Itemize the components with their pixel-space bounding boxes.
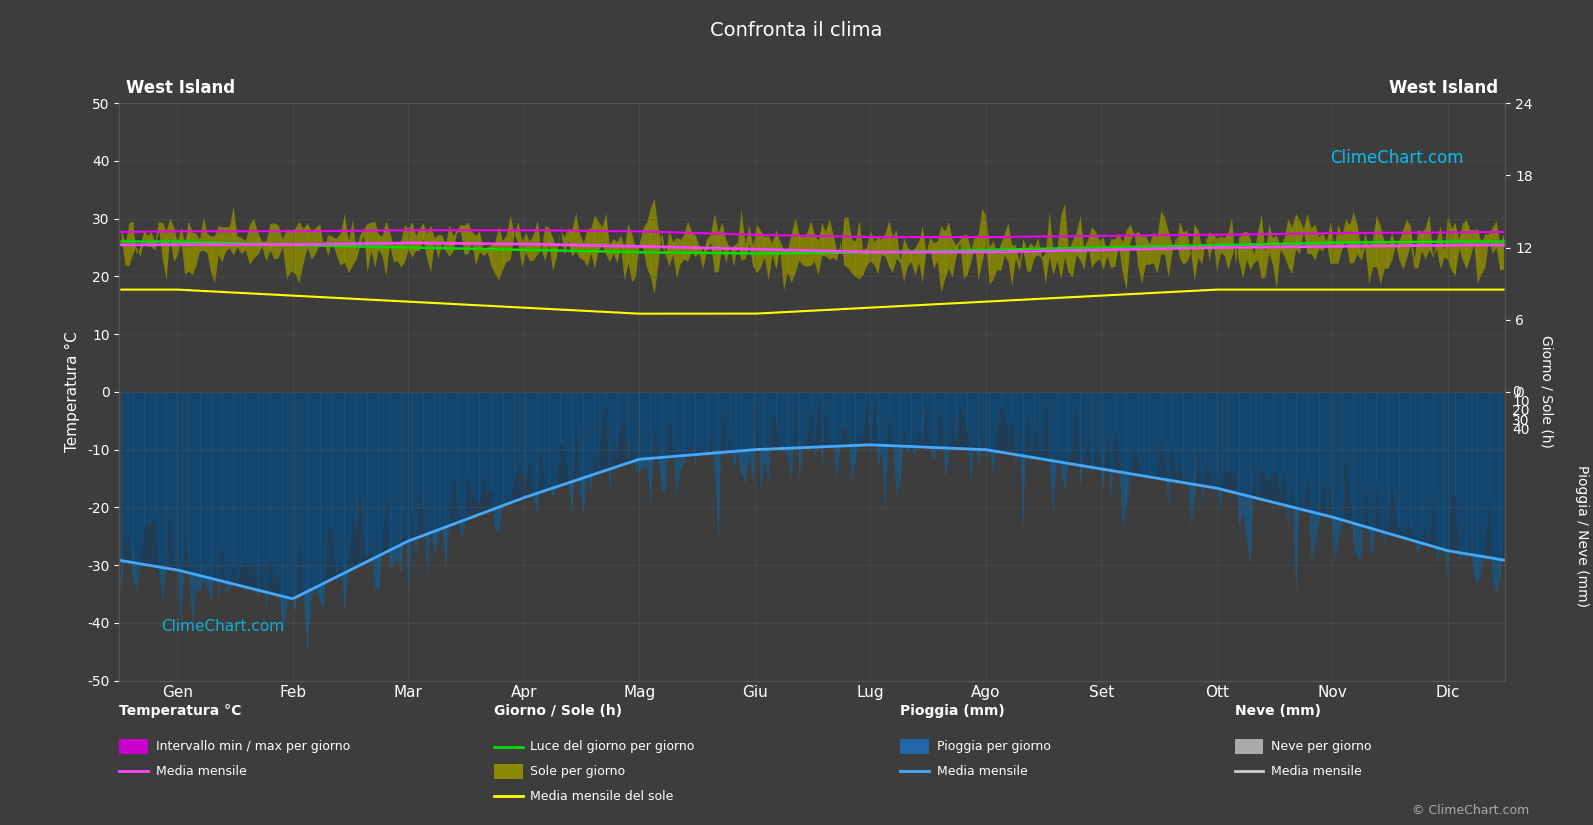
Text: Pioggia / Neve (mm): Pioggia / Neve (mm) [1574, 465, 1588, 607]
Text: 0: 0 [1512, 385, 1521, 398]
Text: Luce del giorno per giorno: Luce del giorno per giorno [530, 740, 695, 753]
Text: 20: 20 [1512, 404, 1529, 418]
Text: Sole per giorno: Sole per giorno [530, 765, 626, 778]
Text: Media mensile: Media mensile [937, 765, 1027, 778]
Y-axis label: Giorno / Sole (h): Giorno / Sole (h) [1540, 336, 1553, 448]
Y-axis label: Temperatura °C: Temperatura °C [65, 332, 80, 452]
Text: Pioggia (mm): Pioggia (mm) [900, 704, 1005, 718]
Text: 10: 10 [1512, 394, 1529, 408]
Text: © ClimeChart.com: © ClimeChart.com [1411, 804, 1529, 817]
Text: Neve per giorno: Neve per giorno [1271, 740, 1372, 753]
Text: West Island: West Island [1389, 79, 1499, 97]
Text: West Island: West Island [126, 79, 236, 97]
Text: ClimeChart.com: ClimeChart.com [161, 620, 284, 634]
Text: Media mensile del sole: Media mensile del sole [530, 790, 674, 803]
Text: Neve (mm): Neve (mm) [1235, 704, 1321, 718]
Text: Media mensile: Media mensile [156, 765, 247, 778]
Text: Temperatura °C: Temperatura °C [119, 704, 242, 718]
Text: Pioggia per giorno: Pioggia per giorno [937, 740, 1050, 753]
Text: Giorno / Sole (h): Giorno / Sole (h) [494, 704, 621, 718]
Text: 30: 30 [1512, 414, 1529, 427]
Text: Intervallo min / max per giorno: Intervallo min / max per giorno [156, 740, 350, 753]
Text: ClimeChart.com: ClimeChart.com [1330, 149, 1464, 167]
Text: Media mensile: Media mensile [1271, 765, 1362, 778]
Text: Confronta il clima: Confronta il clima [710, 21, 883, 40]
Text: 40: 40 [1512, 423, 1529, 437]
